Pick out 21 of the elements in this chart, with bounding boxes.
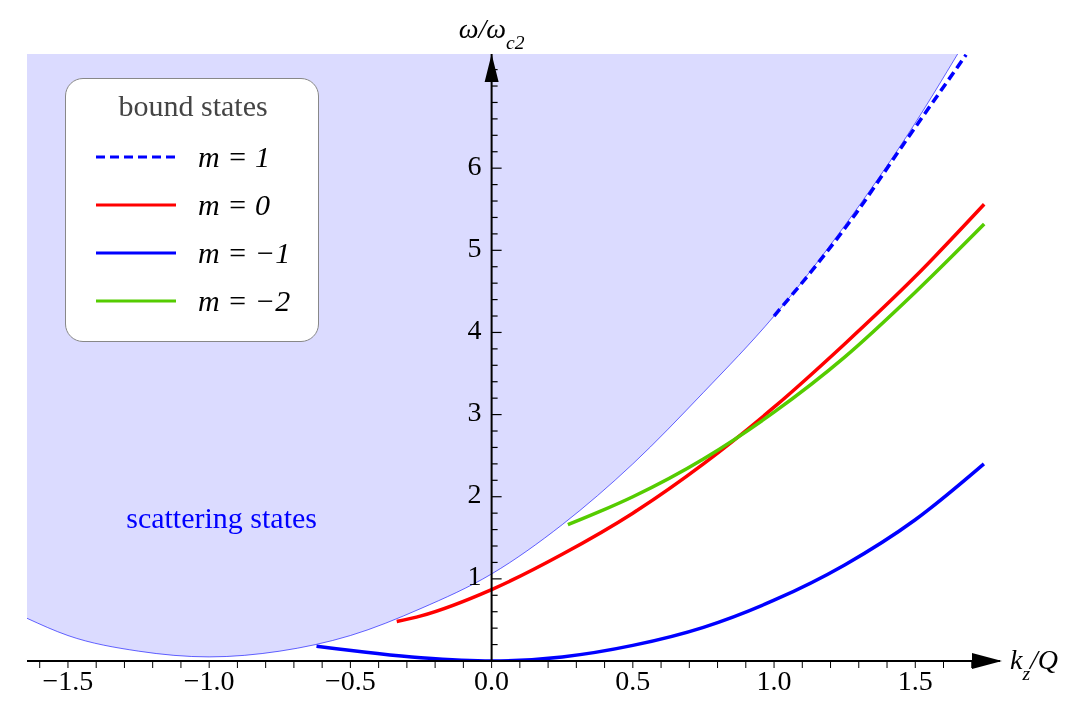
x-tick-label: −0.5	[324, 664, 376, 696]
legend-label: m = 0	[198, 188, 270, 222]
legend-label: m = −1	[198, 236, 291, 270]
legend-label: m = 1	[198, 140, 270, 174]
y-tick-label: 2	[467, 478, 482, 510]
legend-label: m = −2	[198, 284, 291, 318]
legend-title: bound states	[117, 89, 269, 123]
y-tick-label: 5	[467, 231, 482, 263]
y-tick-label: 6	[467, 149, 482, 181]
x-tick-label: 1.5	[897, 664, 933, 696]
y-tick-label: 1	[467, 560, 482, 592]
annotation: scattering states	[126, 501, 317, 535]
y-tick-label: 3	[467, 396, 482, 428]
y-tick-label: 4	[467, 313, 482, 345]
x-tick-label: 1.0	[756, 664, 792, 696]
x-tick-label: −1.5	[42, 664, 94, 696]
x-tick-label: −1.0	[183, 664, 235, 696]
y-axis-title: ω/ω$_{c2}$	[458, 13, 525, 53]
x-tick-label: 0.5	[615, 664, 651, 696]
x-axis-title: k$_{z}$/Q	[1010, 644, 1059, 684]
x-tick-label: 0.0	[474, 664, 510, 696]
